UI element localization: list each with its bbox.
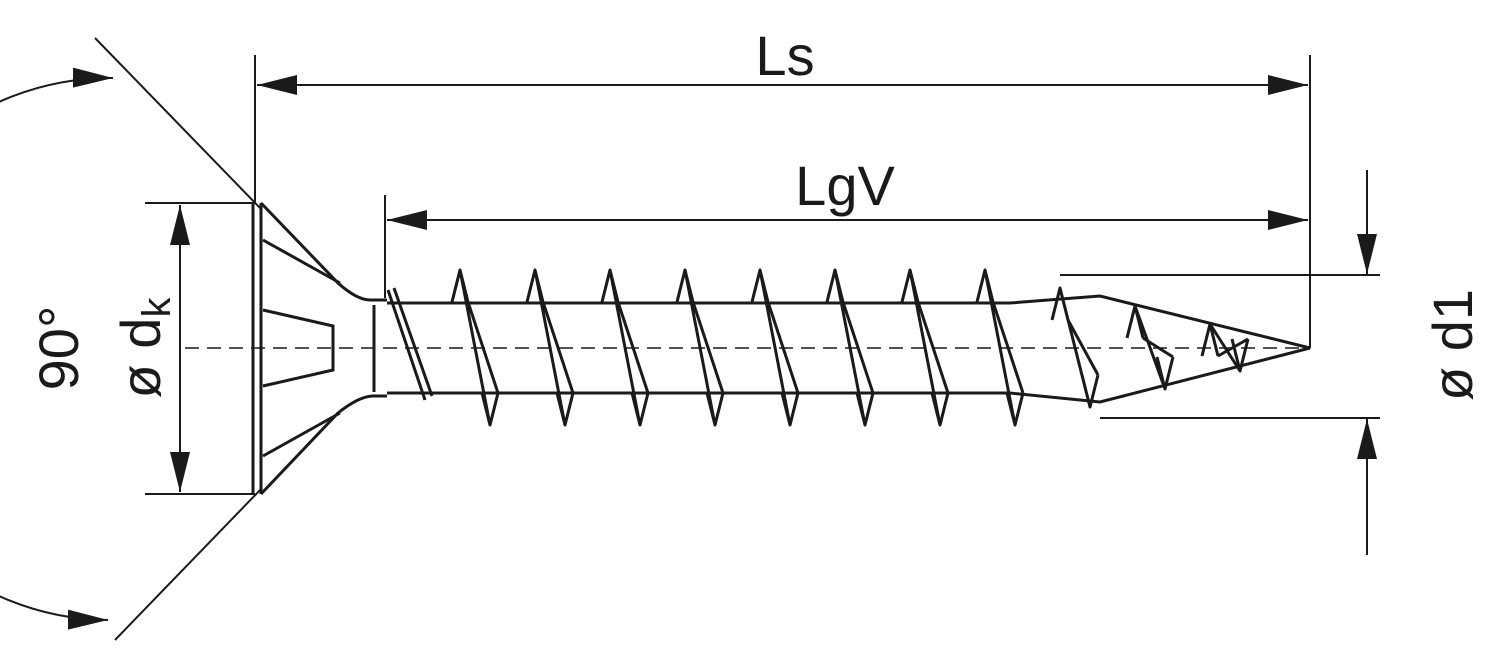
- head-diameter-dimension: ø dk: [109, 202, 255, 495]
- head-ribs: [262, 238, 341, 458]
- screw: [251, 201, 1311, 496]
- thread-crest: [975, 268, 1025, 427]
- angle-extension-bottom: [114, 487, 263, 641]
- thread-crest: [1200, 322, 1250, 373]
- thread-crest: [675, 268, 725, 427]
- overall-length-dimension: Ls: [254, 24, 1311, 348]
- thread-length-dimension: LgV: [384, 154, 1308, 298]
- thread-length-label: LgV: [795, 154, 895, 217]
- overall-length-label: Ls: [755, 24, 814, 87]
- threads: [386, 268, 1250, 427]
- angle-extension-top: [94, 37, 263, 211]
- thread-crest: [1125, 304, 1175, 391]
- thread-diameter-dimension: ø d1: [1060, 170, 1484, 555]
- head-diameter-label: ø dk: [109, 297, 179, 399]
- shank-outline: [387, 294, 1311, 404]
- head-cone-top: [259, 201, 387, 302]
- thread-crest: [750, 268, 800, 427]
- thread-crest: [600, 268, 650, 427]
- thread-crest: [900, 268, 950, 427]
- thread-diameter-label: ø d1: [1421, 289, 1484, 401]
- thread-crest: [1050, 286, 1100, 409]
- thread-crest: [386, 287, 434, 401]
- head-angle-label: 90°: [27, 306, 90, 391]
- head-angle-dimension: 90°: [0, 37, 263, 641]
- thread-crest: [825, 268, 875, 427]
- thread-crest: [525, 268, 575, 427]
- drive-recess: [262, 308, 335, 388]
- thread-crest: [450, 268, 500, 427]
